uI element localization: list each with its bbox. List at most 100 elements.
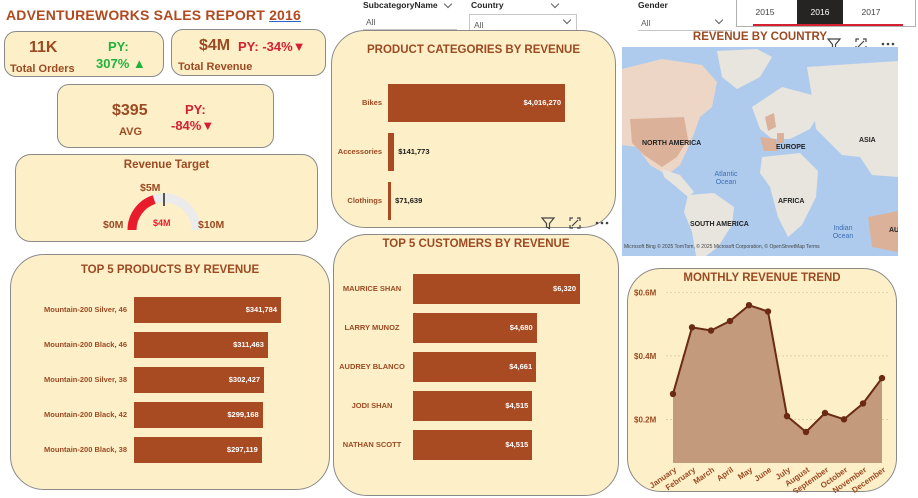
- trend-area: [673, 305, 882, 463]
- trend-point[interactable]: [669, 390, 677, 398]
- bar-value-label: $302,427: [228, 375, 261, 384]
- bar[interactable]: [413, 391, 533, 421]
- more-options-icon[interactable]: [880, 36, 896, 52]
- map-label-australia: AU: [889, 227, 898, 234]
- map-highlight-germany: [777, 133, 784, 143]
- year-slicer-underline: [753, 24, 903, 26]
- bar[interactable]: [134, 332, 268, 358]
- trend-point[interactable]: [783, 412, 791, 420]
- year-tile-2017[interactable]: 2017: [861, 7, 881, 17]
- bar[interactable]: [134, 297, 281, 323]
- bar[interactable]: [413, 313, 537, 343]
- map-label-south-america: SOUTH AMERICA: [690, 221, 749, 228]
- map-label-europe: EUROPE: [776, 144, 806, 151]
- bar-value-label: $6,320: [553, 284, 576, 293]
- top-customers-card: TOP 5 CUSTOMERS BY REVENUE MAURICE SHAN $…: [333, 234, 619, 496]
- product-categories-chart: Bikes $4,016,270 Accessories $141,773 Clothi…: [332, 31, 617, 229]
- bar[interactable]: [134, 402, 263, 428]
- trend-point[interactable]: [802, 428, 810, 436]
- map-label-africa: AFRICA: [778, 198, 805, 205]
- revenue-map[interactable]: NORTH AMERICA EUROPE ASIA AFRICA SOUTH A…: [622, 47, 898, 256]
- trend-point[interactable]: [707, 327, 715, 334]
- bar[interactable]: [413, 352, 537, 382]
- focus-mode-icon[interactable]: [567, 215, 583, 231]
- kpi-orders-py-percent: 307%: [96, 56, 130, 71]
- map-highlight-australia: [868, 211, 898, 252]
- x-tick-label: March: [692, 465, 717, 486]
- arrow-up-icon: ▲: [132, 56, 146, 71]
- category-label: Mountain-200 Silver, 46: [44, 305, 127, 314]
- monthly-revenue-card: MONTHLY REVENUE TREND $0.2M $0.4M $0.6M Jan…: [627, 268, 897, 493]
- top-products-card: TOP 5 PRODUCTS BY REVENUE Mountain-200 S…: [10, 254, 330, 490]
- category-label: AUDREY BLANCO: [339, 362, 405, 371]
- y-tick-label: $0.2M: [634, 415, 657, 424]
- revenue-gauge: [127, 193, 201, 231]
- bar[interactable]: [134, 437, 262, 463]
- bar[interactable]: [413, 274, 580, 304]
- map-highlight-france: [760, 137, 778, 151]
- category-label: Bikes: [361, 98, 382, 107]
- year-tile-2015[interactable]: 2015: [755, 7, 775, 17]
- chevron-down-icon[interactable]: [443, 0, 453, 9]
- revenue-target-card: Revenue Target $5M $4M $0M $10M: [15, 154, 318, 242]
- filter-icon[interactable]: [540, 215, 556, 231]
- chevron-down-icon[interactable]: [550, 0, 560, 9]
- page-title: ADVENTUREWORKS SALES REPORT 2016: [6, 7, 301, 23]
- trend-point[interactable]: [764, 308, 772, 315]
- kpi-avg-py-percent: -84%: [171, 118, 202, 133]
- category-label: Mountain-200 Black, 38: [44, 445, 127, 454]
- bar[interactable]: [388, 84, 565, 122]
- map-label-north-america: NORTH AMERICA: [642, 140, 702, 147]
- gender-slicer-dropdown[interactable]: All: [638, 14, 732, 31]
- kpi-total-revenue-card: $4M PY: -34%▼ Total Revenue: [171, 29, 326, 76]
- year-slicer: 2015 2016 2017: [736, 0, 916, 27]
- gender-slicer-label: Gender: [638, 0, 668, 10]
- trend-point[interactable]: [726, 317, 734, 325]
- category-label: Mountain-200 Black, 46: [44, 340, 127, 349]
- gauge-fill: [127, 195, 156, 231]
- product-categories-title: PRODUCT CATEGORIES BY REVENUE: [367, 44, 580, 56]
- product-categories-card: PRODUCT CATEGORIES BY REVENUE Bikes $4,01…: [331, 30, 616, 228]
- bar-value-label: $4,661: [509, 362, 533, 371]
- bar[interactable]: [413, 430, 533, 460]
- map-attribution: Microsoft Bing © 2025 TomTom, © 2025 Mic…: [624, 244, 820, 250]
- kpi-revenue-py: PY: -34%▼: [238, 39, 306, 54]
- map-highlight-usa: [630, 117, 688, 167]
- bar[interactable]: [388, 182, 392, 220]
- map-landmasses: [622, 49, 898, 256]
- bar-value-label: $311,463: [233, 340, 264, 349]
- bar-value-label: $4,515: [505, 401, 529, 410]
- trend-point[interactable]: [745, 301, 753, 309]
- bar-value-label: $4,680: [509, 323, 533, 332]
- top-products-chart: Mountain-200 Silver, 46 $341,784 Mountain-…: [11, 255, 331, 491]
- category-label: NATHAN SCOTT: [342, 440, 402, 449]
- monthly-revenue-title: MONTHLY REVENUE TREND: [683, 272, 841, 284]
- page-title-text: ADVENTUREWORKS SALES REPORT: [6, 7, 270, 23]
- bar[interactable]: [134, 367, 265, 393]
- arrow-down-icon: ▼: [292, 39, 306, 54]
- bar[interactable]: [388, 133, 395, 171]
- revenue-by-country-title: REVENUE BY COUNTRY: [692, 31, 828, 43]
- trend-point[interactable]: [821, 409, 829, 417]
- top-customers-title: TOP 5 CUSTOMERS BY REVENUE: [382, 238, 570, 250]
- more-options-icon[interactable]: [594, 215, 610, 231]
- trend-point[interactable]: [688, 324, 696, 331]
- bar-value-label: $4,016,270: [523, 98, 561, 107]
- x-tick-label: May: [736, 465, 754, 482]
- kpi-orders-label: Total Orders: [10, 63, 75, 75]
- trend-point[interactable]: [878, 374, 886, 382]
- trend-point[interactable]: [840, 416, 848, 423]
- gender-slicer-value: All: [641, 18, 651, 28]
- trend-point[interactable]: [859, 400, 867, 407]
- subcategory-slicer-dropdown[interactable]: All: [363, 13, 457, 30]
- kpi-avg-card: $395 AVG PY: -84%▼: [57, 84, 274, 148]
- map-highlight-uk: [765, 113, 776, 131]
- map-label-indian: Indian Ocean: [832, 225, 854, 240]
- kpi-revenue-value: $4M: [199, 37, 231, 54]
- kpi-orders-py-value: 307% ▲: [96, 56, 146, 71]
- year-tile-2016[interactable]: 2016: [797, 0, 843, 24]
- category-label: JODI SHAN: [351, 401, 393, 410]
- kpi-orders-value: 11K: [29, 39, 58, 56]
- kpi-revenue-label: Total Revenue: [178, 61, 253, 73]
- bar-value-label: $4,515: [505, 440, 529, 449]
